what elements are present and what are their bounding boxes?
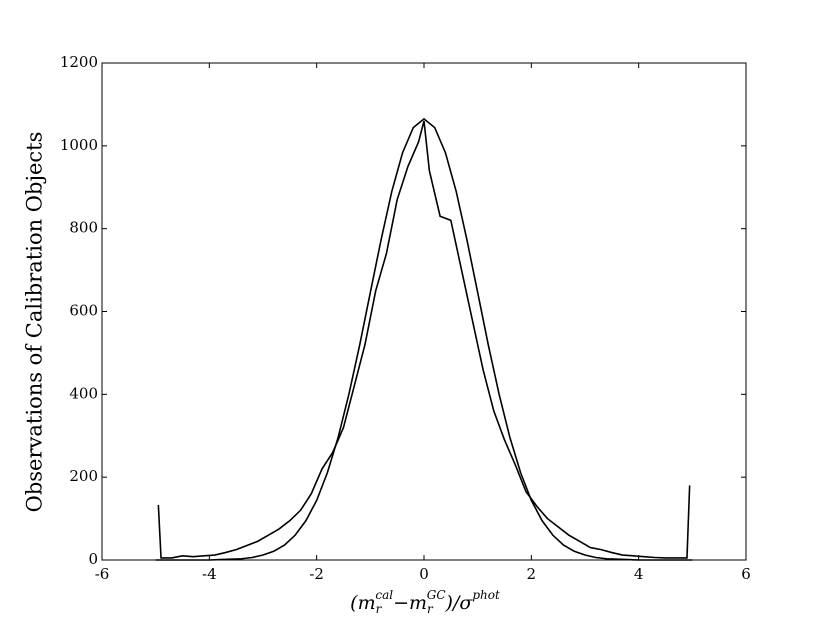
x-axis-label-part: r [376, 602, 383, 616]
x-tick-label: -2 [309, 565, 324, 583]
y-tick-label: 400 [69, 384, 98, 402]
y-tick-label: 1000 [60, 136, 98, 154]
y-tick-label: 200 [69, 467, 98, 485]
x-tick-label: 4 [634, 565, 644, 583]
x-axis-label: (mrcal−mrGC)/σphot [350, 588, 500, 616]
x-axis-label-part: )/σ [445, 592, 474, 614]
x-axis-label-part: phot [472, 588, 500, 602]
y-tick-label: 0 [88, 550, 98, 568]
x-axis-label-part: GC [427, 588, 446, 602]
x-axis-label-part: cal [375, 588, 393, 602]
y-axis-label: Observations of Calibration Objects [23, 132, 47, 513]
y-tick-label: 800 [69, 219, 98, 237]
x-tick-label: 6 [741, 565, 751, 583]
x-tick-label: 0 [419, 565, 429, 583]
x-axis-label-part: −m [393, 592, 427, 614]
x-tick-label: 2 [527, 565, 537, 583]
y-tick-label: 1200 [60, 53, 98, 71]
x-tick-label: -6 [95, 565, 110, 583]
x-tick-label: -4 [202, 565, 217, 583]
plot-frame [101, 62, 747, 561]
data-line [157, 120, 691, 559]
x-axis-label-part: r [427, 602, 434, 616]
data-line [155, 117, 693, 561]
x-axis-label-part: (m [350, 592, 375, 614]
y-tick-label: 600 [69, 302, 98, 320]
